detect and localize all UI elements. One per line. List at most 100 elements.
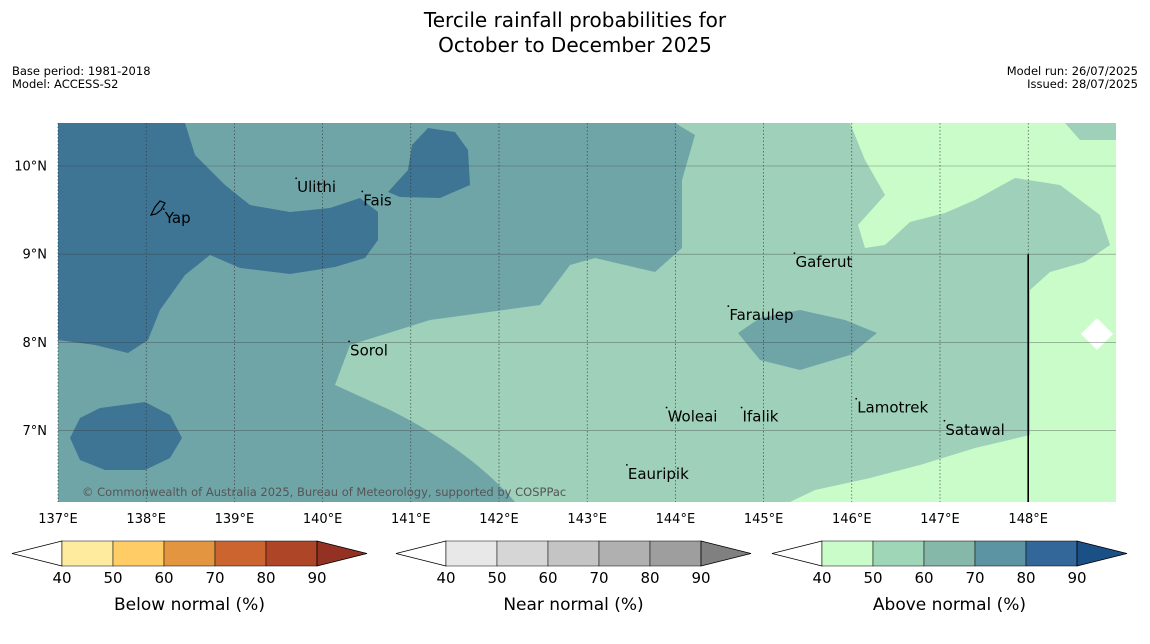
place-sorol: Sorol [348, 340, 388, 359]
issued-date: Issued: 28/07/2025 [1027, 77, 1138, 91]
lon-tick-label: 144°E [656, 512, 696, 527]
colorbar-segment [1025, 540, 1078, 567]
colorbar-tick: 50 [863, 569, 882, 587]
colorbar-1: 40 50 60 70 80 90 Below normal (%) [11, 540, 368, 615]
lat-tick-label: 10°N [14, 160, 47, 175]
colorbar-2: 40 50 60 70 80 90 Near normal (%) [395, 540, 752, 615]
lon-tick-label: 146°E [832, 512, 872, 527]
place-name: Ulithi [297, 178, 336, 196]
colorbar-title: Below normal (%) [114, 595, 265, 615]
lon-tick-label: 139°E [215, 512, 255, 527]
place-name: Woleai [668, 408, 718, 426]
colorbar-tick: 70 [205, 569, 224, 587]
model-run-info: Model run: 26/07/2025 Issued: 28/07/2025 [1007, 65, 1138, 91]
colorbar-3: 40 50 60 70 80 90 Above normal (%) [771, 540, 1128, 615]
colorbar-extend-low [771, 540, 823, 567]
colorbar-segment [214, 540, 267, 567]
colorbar-extend-low [395, 540, 447, 567]
colorbar-tick: 40 [436, 569, 455, 587]
lon-tick-label: 145°E [744, 512, 784, 527]
no-data-diamond [1081, 318, 1113, 350]
colorbar-tick: 90 [691, 569, 710, 587]
yap-island-outline [149, 200, 166, 216]
colorbar-segment [265, 540, 318, 567]
place-name: Satawal [945, 421, 1004, 439]
longitude-axis: 137°E 138°E 139°E 140°E 141°E 142°E 143°E 144°E… [38, 512, 1048, 527]
base-period: Base period: 1981-2018 [12, 64, 151, 78]
place-name: Fais [363, 191, 392, 209]
colorbar-segment [61, 540, 114, 567]
shade-70-80-south [70, 402, 182, 470]
colorbar-segment [974, 540, 1027, 567]
colorbar-segment [872, 540, 925, 567]
place-marker [348, 340, 350, 343]
place-name: Faraulep [729, 306, 793, 324]
colorbar-title: Above normal (%) [873, 595, 1026, 615]
model-name: Model: ACCESS-S2 [12, 77, 119, 91]
lon-tick-label: 142°E [479, 512, 519, 527]
model-run: Model run: 26/07/2025 [1006, 64, 1138, 78]
shade-70-80-west [58, 123, 378, 353]
lon-tick-label: 143°E [567, 512, 607, 527]
place-marker [295, 177, 298, 180]
colorbar-tick: 70 [965, 569, 984, 587]
place-name: Gaferut [795, 253, 852, 271]
lon-tick-label: 137°E [38, 512, 78, 527]
colorbar-tick: 90 [1067, 569, 1086, 587]
place-name: Eauripik [628, 465, 689, 483]
map-title: Tercile rainfall probabilities for Octob… [0, 8, 1150, 58]
place-marker [855, 397, 858, 400]
colorbar-segment [163, 540, 216, 567]
lon-tick-label: 148°E [1008, 512, 1048, 527]
place-marker [740, 406, 743, 409]
shade-70-80-north [388, 128, 470, 198]
lon-tick-label: 138°E [126, 512, 166, 527]
lat-tick-label: 9°N [23, 248, 48, 263]
shade-60-70-island [738, 310, 877, 370]
colorbar-tick: 60 [154, 569, 173, 587]
place-ulithi: Ulithi [295, 177, 336, 196]
place-name: Ifalik [743, 408, 779, 426]
colorbar-segment [445, 540, 498, 567]
colorbar-segment [923, 540, 976, 567]
colorbar-tick: 50 [103, 569, 122, 587]
colorbar-tick: 60 [914, 569, 933, 587]
place-gaferut: Gaferut [793, 252, 852, 271]
colorbar-tick: 70 [589, 569, 608, 587]
place-marker [793, 252, 796, 255]
colorbar-tick: 50 [487, 569, 506, 587]
colorbar-tick: 90 [307, 569, 326, 587]
lat-tick-label: 8°N [23, 336, 48, 351]
place-marker [727, 305, 730, 308]
colorbar-segment [821, 540, 874, 567]
place-marker [665, 406, 668, 409]
colorbar-extend-high [1076, 540, 1128, 567]
place-ifalik: Ifalik [740, 406, 779, 426]
place-satawal: Satawal [943, 419, 1005, 439]
lon-tick-label: 147°E [920, 512, 960, 527]
place-woleai: Woleai [665, 406, 718, 426]
lat-tick-label: 7°N [23, 424, 48, 439]
graticule [57, 123, 1116, 502]
colorbar-extend-high [700, 540, 752, 567]
colorbar-tick: 60 [538, 569, 557, 587]
colorbar-tick: 40 [812, 569, 831, 587]
place-name: Lamotrek [857, 399, 928, 417]
colorbar-segment [649, 540, 702, 567]
shade-40-50-right [790, 123, 1116, 502]
title-line-1: Tercile rainfall probabilities for [423, 8, 727, 32]
colorbar-extend-high [316, 540, 368, 567]
colorbar-title: Near normal (%) [503, 595, 643, 615]
place-marker [625, 463, 628, 466]
title-line-2: October to December 2025 [438, 33, 712, 57]
place-marker [162, 208, 165, 211]
colorbar-segment [112, 540, 165, 567]
place-faraulep: Faraulep [727, 305, 794, 324]
base-period-info: Base period: 1981-2018 Model: ACCESS-S2 [12, 65, 151, 91]
colorbar-extend-low [11, 540, 63, 567]
latitude-axis: 10°N 9°N 8°N 7°N [14, 160, 47, 440]
place-fais: Fais [361, 190, 392, 209]
lon-tick-label: 140°E [303, 512, 343, 527]
colorbar-segment [496, 540, 549, 567]
